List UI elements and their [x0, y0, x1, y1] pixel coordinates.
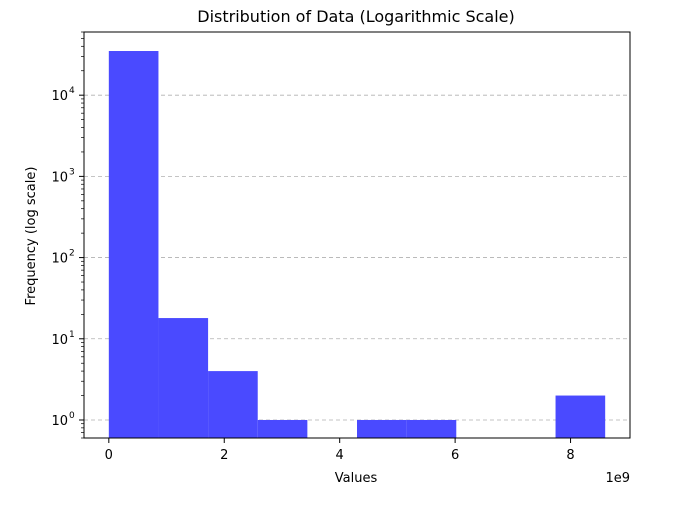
histogram-bar	[357, 419, 407, 438]
histogram-bar	[406, 419, 457, 438]
chart-title: Distribution of Data (Logarithmic Scale)	[197, 7, 515, 26]
y-axis-label: Frequency (log scale)	[24, 167, 39, 306]
bars-layer	[108, 51, 606, 438]
x-tick-label: 4	[336, 448, 344, 463]
y-tick-label: 10	[51, 252, 68, 267]
plot-frame	[83, 31, 631, 439]
y-tick-exponent: 0	[69, 411, 75, 421]
y-tick-exponent: 1	[69, 330, 75, 340]
x-tick-label: 2	[220, 448, 228, 463]
y-tick-exponent: 4	[69, 86, 75, 96]
x-tick-label: 8	[566, 448, 574, 463]
histogram-bar	[158, 318, 209, 438]
y-tick-label: 10	[51, 414, 68, 429]
histogram-bar	[257, 419, 308, 438]
x-tick-label: 6	[451, 448, 459, 463]
x-tick-label: 0	[105, 448, 113, 463]
y-tick-exponent: 3	[69, 167, 75, 177]
histogram-bar	[108, 51, 159, 438]
x-axis-label: Values	[335, 471, 378, 486]
histogram-bar	[555, 395, 606, 438]
histogram-bar	[208, 371, 258, 438]
y-tick-label: 10	[51, 333, 68, 348]
x-offset-label: 1e9	[605, 471, 630, 486]
y-tick-label: 10	[51, 89, 68, 104]
y-tick-exponent: 2	[69, 249, 75, 259]
y-tick-label: 10	[51, 170, 68, 185]
